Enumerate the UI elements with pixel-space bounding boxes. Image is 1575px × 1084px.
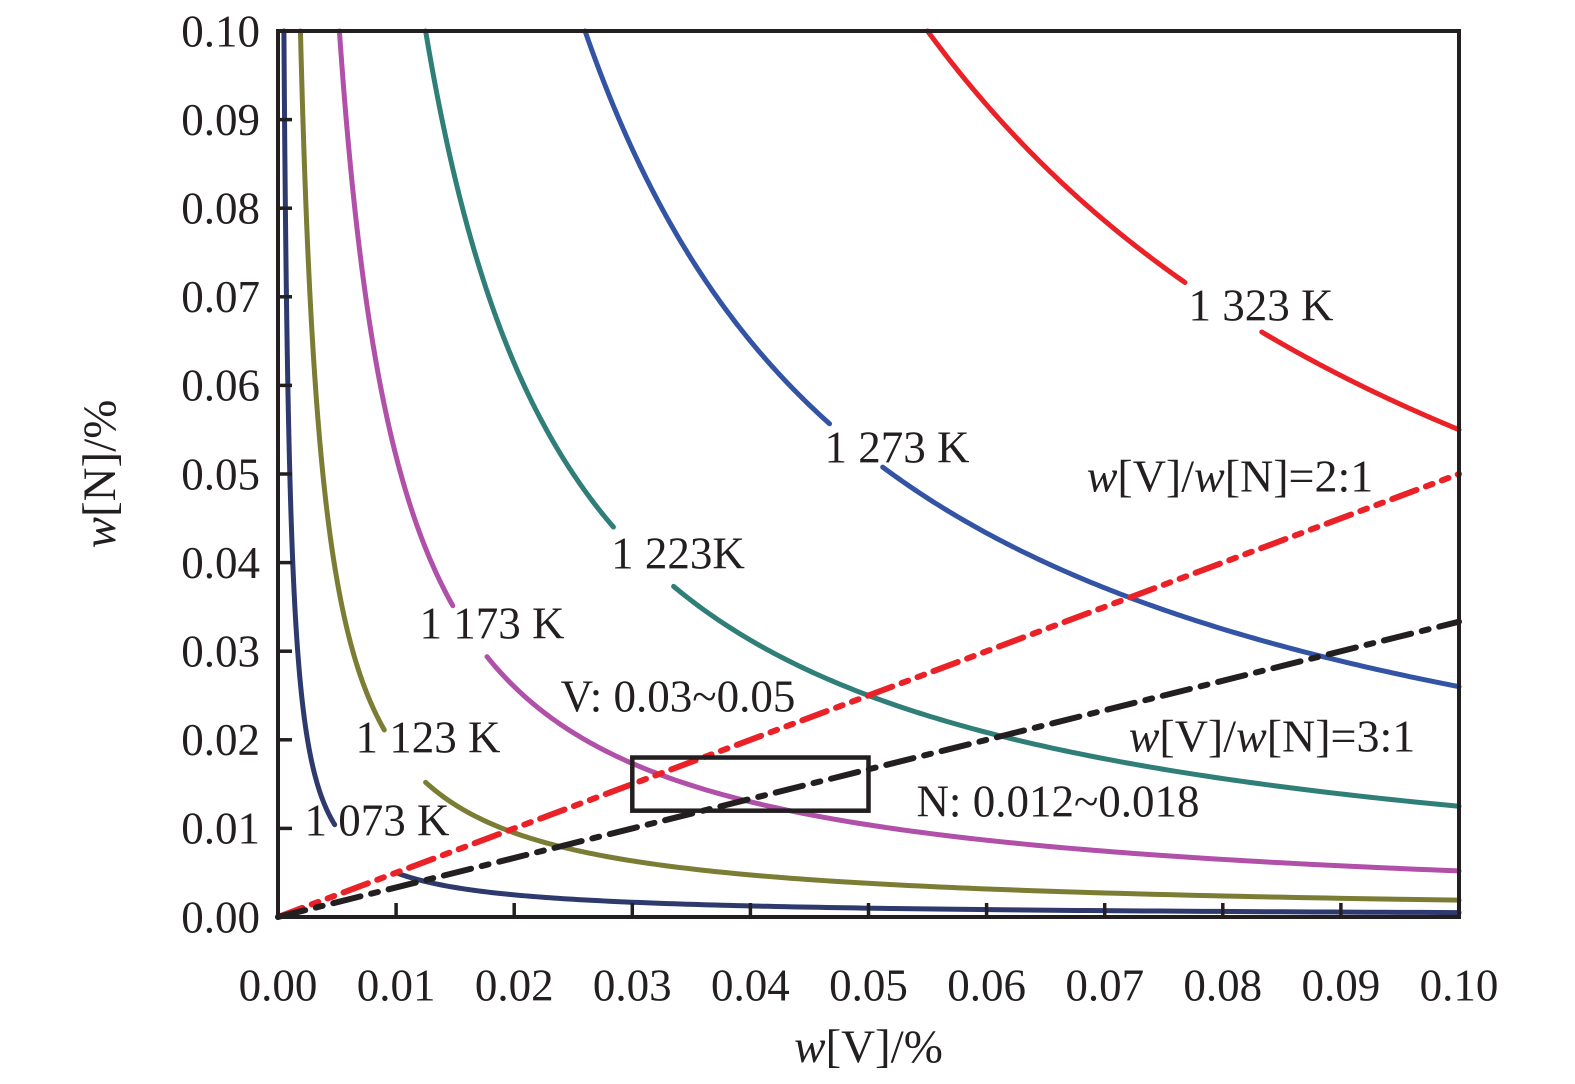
y-tick-label-0.08: 0.08 bbox=[181, 184, 260, 234]
curve-1223K-upper-segment bbox=[423, 28, 616, 530]
ratio-label-3to1-segment: w bbox=[1129, 711, 1160, 762]
ratio-line-2to1 bbox=[275, 471, 1462, 920]
curve-1273K bbox=[582, 28, 1462, 690]
curve-label-1173K: 1 173 K bbox=[420, 598, 566, 648]
ratio-label-3to1: w[V]/w[N]=3:1 bbox=[1129, 711, 1416, 762]
ratio-label-3to1-segment: w bbox=[1236, 711, 1267, 762]
x-tick-label-0.08: 0.08 bbox=[1183, 960, 1262, 1010]
curve-label-1223K: 1 223K bbox=[611, 528, 745, 578]
axis-ticks bbox=[278, 117, 1343, 917]
y-tick-label-0.02: 0.02 bbox=[181, 715, 260, 765]
x-tick-label-0.01: 0.01 bbox=[357, 960, 436, 1010]
ratio-label-2to1-segment: w bbox=[1194, 451, 1225, 502]
x-axis-title-segment: [V]/% bbox=[825, 1021, 942, 1073]
x-tick-label-0.09: 0.09 bbox=[1302, 960, 1381, 1010]
x-tick-label-0.04: 0.04 bbox=[711, 960, 790, 1010]
ratio-label-2to1-segment: [V]/ bbox=[1117, 451, 1194, 502]
y-tick-label-0.09: 0.09 bbox=[181, 95, 260, 145]
ratio-label-2to1: w[V]/w[N]=2:1 bbox=[1087, 451, 1374, 502]
x-axis-title: w[V]/% bbox=[794, 1021, 943, 1073]
curve-1123K bbox=[297, 28, 1462, 903]
curve-label-1123K: 1 123 K bbox=[356, 712, 502, 762]
curve-1173K-upper-segment bbox=[336, 28, 456, 609]
x-tick-label-0.06: 0.06 bbox=[947, 960, 1026, 1010]
curve-1323K-lower-segment bbox=[1259, 329, 1462, 433]
ratio-label-2to1-segment: [N]=2:1 bbox=[1225, 451, 1374, 502]
target-composition-box bbox=[630, 755, 871, 813]
target-v-range-label: V: 0.03~0.05 bbox=[561, 671, 796, 721]
x-tick-label-0.10: 0.10 bbox=[1420, 960, 1499, 1010]
x-tick-label-0.05: 0.05 bbox=[829, 960, 908, 1010]
x-tick-label-0.02: 0.02 bbox=[475, 960, 554, 1010]
y-tick-label-0.06: 0.06 bbox=[181, 361, 260, 411]
y-axis-title-segment: w bbox=[74, 517, 126, 548]
curve-1123K-upper-segment bbox=[297, 28, 387, 733]
y-axis-title-segment: [N]/% bbox=[74, 400, 126, 517]
x-tick-label-0.03: 0.03 bbox=[593, 960, 672, 1010]
ratio-label-3to1-segment: [V]/ bbox=[1159, 711, 1236, 762]
curve-1073K-lower-segment bbox=[395, 871, 1462, 916]
curve-1323K bbox=[925, 28, 1462, 433]
x-axis-title-segment: w bbox=[794, 1021, 825, 1073]
ratio-label-2to1-segment: w bbox=[1087, 451, 1118, 502]
curve-1173K-lower-segment bbox=[484, 654, 1462, 874]
curve-1273K-lower-segment bbox=[880, 464, 1462, 690]
target-n-range-label: N: 0.012~0.018 bbox=[916, 776, 1199, 826]
curve-1323K-upper-segment bbox=[925, 28, 1188, 285]
y-tick-label-0.04: 0.04 bbox=[181, 538, 260, 588]
curve-1223K-lower-segment bbox=[671, 583, 1462, 809]
y-tick-label-0.10: 0.10 bbox=[181, 6, 260, 56]
curve-1123K-lower-segment bbox=[423, 779, 1462, 903]
x-tick-label-0.07: 0.07 bbox=[1065, 960, 1144, 1010]
curve-label-1073K: 1 073 K bbox=[305, 795, 451, 845]
y-tick-label-0.05: 0.05 bbox=[181, 449, 260, 499]
curve-1073K bbox=[281, 28, 1462, 916]
x-tick-label-0.00: 0.00 bbox=[239, 960, 318, 1010]
curve-1223K bbox=[423, 28, 1462, 809]
y-tick-label-0.01: 0.01 bbox=[181, 804, 260, 854]
y-tick-label-0.07: 0.07 bbox=[181, 272, 260, 322]
ratio-label-3to1-segment: [N]=3:1 bbox=[1267, 711, 1416, 762]
y-tick-label-0.03: 0.03 bbox=[181, 627, 260, 677]
curve-1073K-upper-segment bbox=[281, 28, 338, 828]
curve-1173K bbox=[336, 28, 1462, 874]
curve-label-1323K: 1 323 K bbox=[1189, 280, 1335, 330]
y-tick-label-0.00: 0.00 bbox=[181, 892, 260, 942]
curve-1273K-upper-segment bbox=[582, 28, 833, 427]
curve-label-1273K: 1 273 K bbox=[825, 422, 971, 472]
y-axis-title: w[N]/% bbox=[74, 400, 126, 549]
